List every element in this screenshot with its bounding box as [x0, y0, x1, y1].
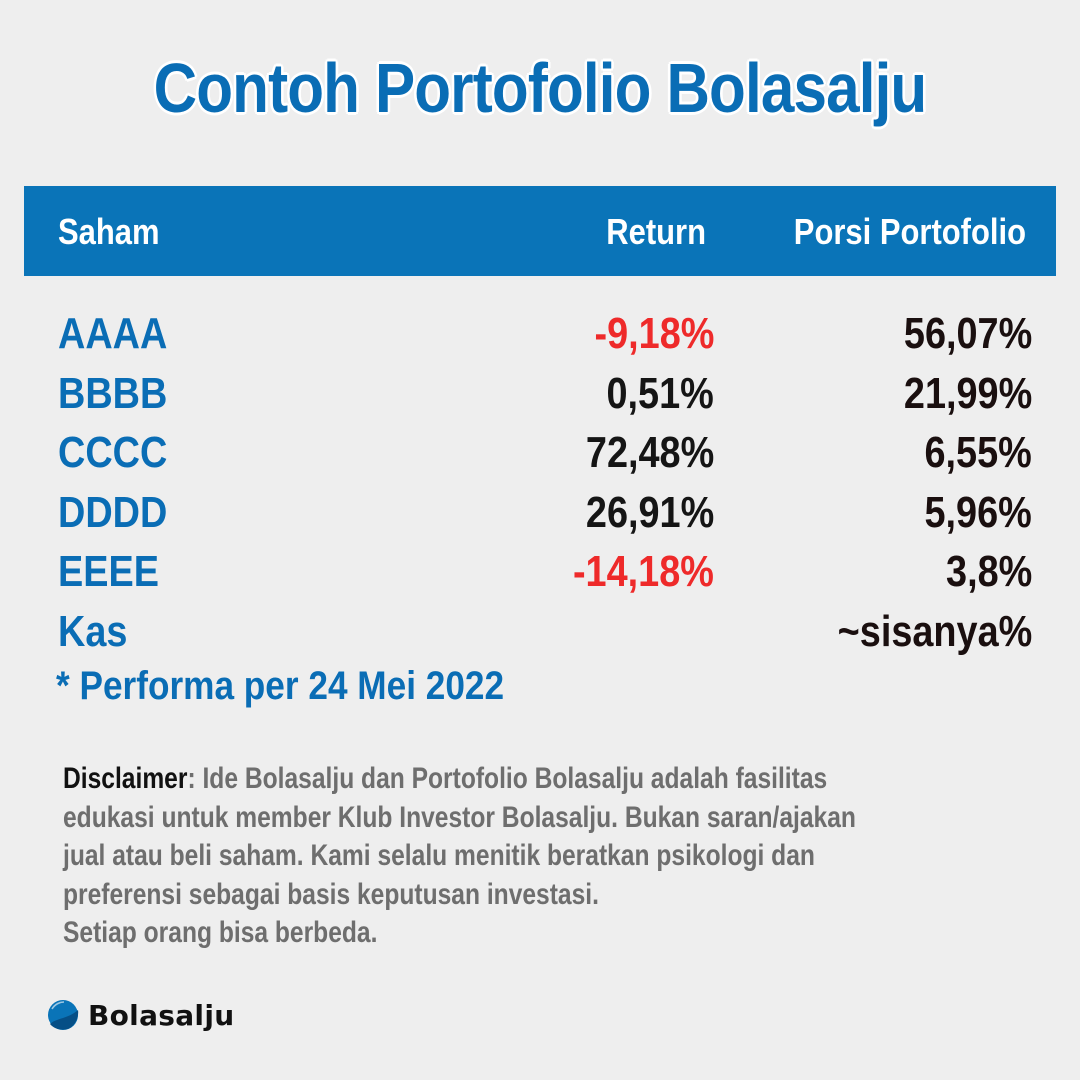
table-header: Saham Return Porsi Portofolio — [24, 186, 1056, 276]
porsi-cell: 56,07% — [903, 309, 1032, 358]
ticker-cell: Kas — [58, 606, 128, 656]
porsi-cell: 21,99% — [903, 368, 1032, 418]
return-cell: 0,51% — [606, 368, 714, 418]
disclaimer-line: jual atau beli saham. Kami selalu meniti… — [63, 839, 815, 872]
porsi-cell: 6,55% — [924, 428, 1032, 477]
ticker-cell: AAAA — [58, 309, 168, 358]
table-row: CCCC 72,48% 6,55% — [0, 423, 1080, 483]
disclaimer-line: Setiap orang bisa berbeda. — [63, 916, 378, 949]
disclaimer-line: preferensi sebagai basis keputusan inves… — [63, 877, 599, 911]
column-header-porsi: Porsi Portofolio — [793, 211, 1026, 252]
page-title: Contoh Portofolio Bolasalju — [153, 49, 928, 127]
disclaimer-text: Disclaimer: Ide Bolasalju dan Portofolio… — [63, 760, 949, 953]
table-row: BBBB 0,51% 21,99% — [0, 364, 1080, 424]
ticker-cell: BBBB — [58, 368, 168, 418]
ticker-cell: CCCC — [58, 428, 168, 477]
return-cell: -14,18% — [573, 547, 714, 596]
brand-footer: Bolasalju — [46, 998, 234, 1032]
table-row: Kas ~sisanya% — [0, 602, 1080, 662]
return-cell: 26,91% — [585, 487, 714, 537]
portfolio-table-body: AAAA -9,18% 56,07% BBBB 0,51% 21,99% CCC… — [0, 304, 1080, 661]
porsi-cell: 3,8% — [945, 547, 1032, 596]
table-row: AAAA -9,18% 56,07% — [0, 304, 1080, 364]
performance-date-note: * Performa per 24 Mei 2022 — [56, 664, 505, 708]
column-header-return: Return — [606, 211, 706, 252]
disclaimer-label: Disclaimer — [63, 762, 188, 795]
table-row: EEEE -14,18% 3,8% — [0, 542, 1080, 602]
return-cell: -9,18% — [594, 309, 714, 358]
disclaimer-line: edukasi untuk member Klub Investor Bolas… — [63, 800, 856, 834]
disclaimer-line-text: : Ide Bolasalju dan Portofolio Bolasalju… — [187, 762, 828, 795]
porsi-cell: 5,96% — [924, 487, 1032, 537]
disclaimer-line: Disclaimer: Ide Bolasalju dan Portofolio… — [63, 760, 949, 799]
ticker-cell: DDDD — [58, 487, 168, 537]
brand-name: Bolasalju — [88, 998, 235, 1032]
snowball-logo-icon — [48, 1000, 79, 1030]
ticker-cell: EEEE — [58, 547, 159, 596]
table-row: DDDD 26,91% 5,96% — [0, 483, 1080, 543]
column-header-saham: Saham — [58, 211, 160, 252]
return-cell: 72,48% — [585, 428, 714, 477]
porsi-cell: ~sisanya% — [837, 606, 1032, 656]
